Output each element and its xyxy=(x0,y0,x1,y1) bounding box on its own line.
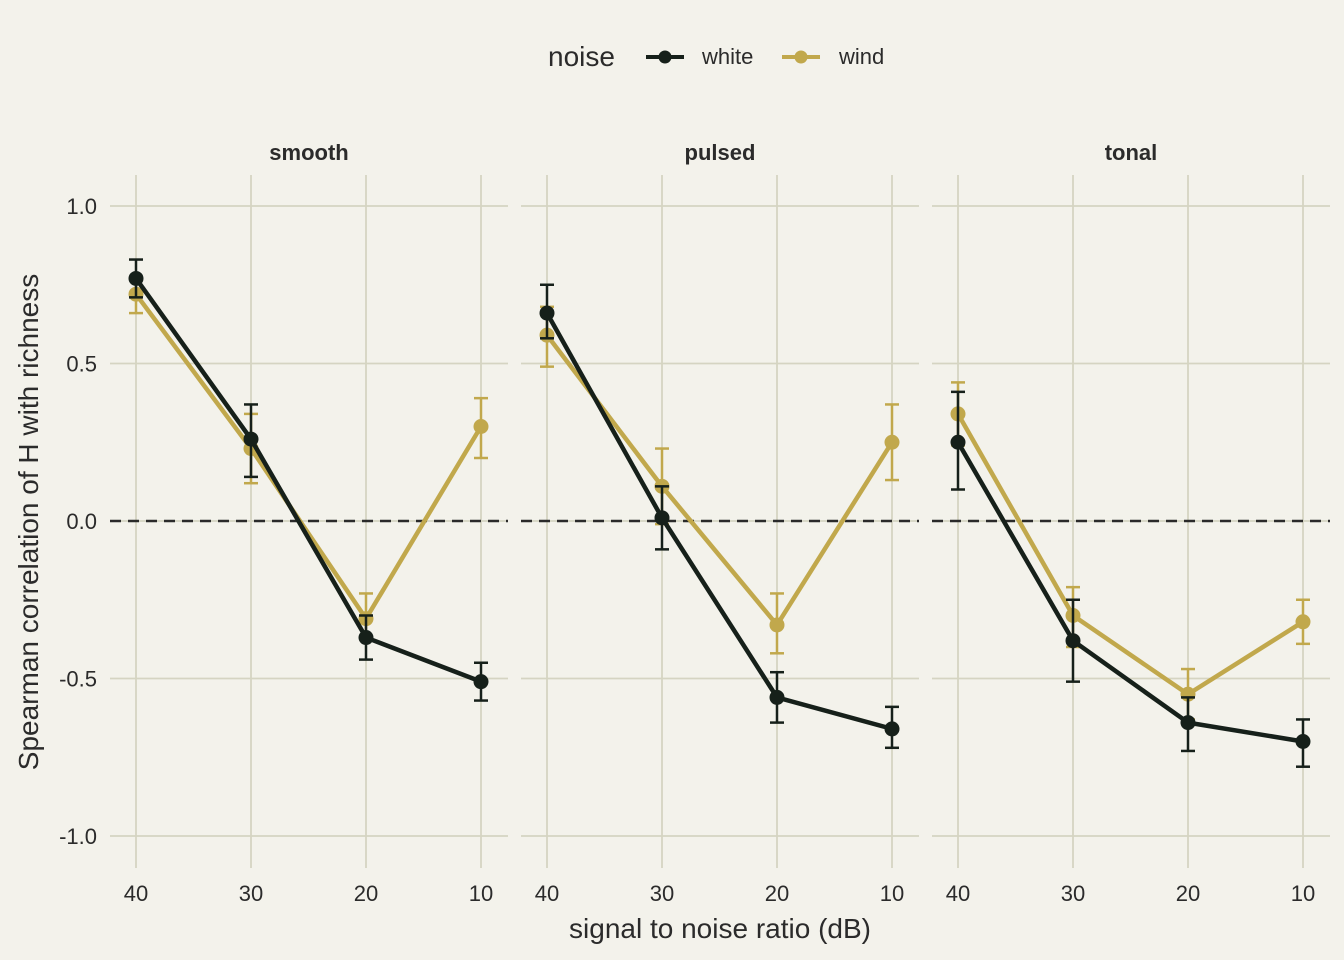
data-point xyxy=(655,510,670,525)
x-tick-label: 10 xyxy=(880,881,904,906)
data-point xyxy=(1066,633,1081,648)
x-tick-label: 40 xyxy=(124,881,148,906)
x-tick-label: 30 xyxy=(650,881,674,906)
x-tick-label: 30 xyxy=(239,881,263,906)
series-line-wind xyxy=(547,335,892,625)
legend-label-white: white xyxy=(701,44,753,69)
legend-label-wind: wind xyxy=(838,44,884,69)
series-line-white xyxy=(958,442,1303,741)
data-point xyxy=(474,419,489,434)
series-line-wind xyxy=(958,414,1303,694)
data-point xyxy=(770,617,785,632)
series-wind xyxy=(951,382,1311,719)
x-tick-label: 20 xyxy=(765,881,789,906)
data-point xyxy=(244,432,259,447)
data-point xyxy=(129,271,144,286)
data-point xyxy=(474,674,489,689)
data-point xyxy=(359,630,374,645)
panel-pulsed: pulsed 40 30 20 10 xyxy=(521,140,919,906)
x-tick-label: 10 xyxy=(469,881,493,906)
series-line-white xyxy=(136,278,481,681)
data-point xyxy=(540,306,555,321)
legend-key-wind-point xyxy=(795,51,808,64)
data-point xyxy=(770,690,785,705)
series-white xyxy=(129,260,489,701)
data-point xyxy=(1296,614,1311,629)
y-tick-label: 0.0 xyxy=(66,509,97,534)
series-wind xyxy=(129,278,489,637)
x-tick-label: 30 xyxy=(1061,881,1085,906)
x-axis-title: signal to noise ratio (dB) xyxy=(569,913,871,944)
panel-title: smooth xyxy=(269,140,348,165)
data-point xyxy=(885,435,900,450)
panels: 1.0 0.5 0.0 -0.5 -1.0 smooth 40 30 20 10 pulsed 40 3… xyxy=(59,140,1330,906)
x-tick-label: 40 xyxy=(535,881,559,906)
y-axis-title: Spearman correlation of H with richness xyxy=(13,274,44,770)
legend-key-white-point xyxy=(659,51,672,64)
data-point xyxy=(951,435,966,450)
x-tick-label: 20 xyxy=(1176,881,1200,906)
y-tick-label: -1.0 xyxy=(59,824,97,849)
y-tick-label: 1.0 xyxy=(66,194,97,219)
panel-title: pulsed xyxy=(685,140,756,165)
series-line-wind xyxy=(136,294,481,618)
legend-key-white xyxy=(646,51,684,64)
series-white xyxy=(951,392,1311,767)
data-point xyxy=(1296,734,1311,749)
panel-title: tonal xyxy=(1105,140,1158,165)
x-tick-label: 20 xyxy=(354,881,378,906)
x-tick-label: 10 xyxy=(1291,881,1315,906)
panel-smooth: smooth 40 30 20 10 xyxy=(110,140,508,906)
panel-tonal: tonal 40 30 20 10 xyxy=(932,140,1330,906)
data-point xyxy=(1181,715,1196,730)
legend-title: noise xyxy=(548,41,615,72)
legend: noise white wind xyxy=(548,41,884,72)
y-tick-label: 0.5 xyxy=(66,352,97,377)
x-tick-label: 40 xyxy=(946,881,970,906)
y-tick-label: -0.5 xyxy=(59,667,97,692)
series-wind xyxy=(540,307,900,654)
data-point xyxy=(885,721,900,736)
legend-key-wind xyxy=(782,51,820,64)
